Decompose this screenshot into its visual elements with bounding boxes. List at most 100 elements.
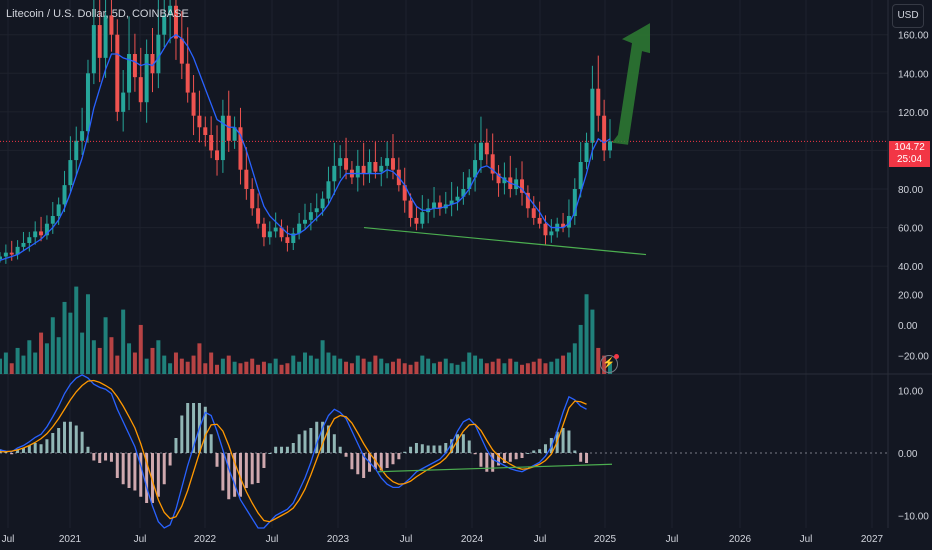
volume-bar <box>191 355 196 374</box>
candle-body <box>344 158 349 170</box>
candle-body <box>467 177 472 189</box>
histogram-bar <box>344 453 348 457</box>
histogram-bar <box>473 453 477 455</box>
histogram-bar <box>391 453 395 465</box>
histogram-bar <box>45 439 49 453</box>
volume-bar <box>373 355 378 374</box>
histogram-bar <box>121 453 125 485</box>
histogram-bar <box>397 453 401 460</box>
volume-axis-label: 0.00 <box>898 321 918 332</box>
volume-bar <box>437 361 442 374</box>
volume-bar <box>138 324 143 374</box>
candle-body <box>109 15 114 35</box>
volume-bar <box>33 352 38 374</box>
candle-body <box>185 63 190 93</box>
lightning-alert-icon[interactable]: ⚡ <box>600 354 619 373</box>
candle-body <box>520 179 525 193</box>
histogram-bar <box>256 453 260 483</box>
histogram-bar <box>497 453 501 466</box>
histogram-bar <box>579 453 583 462</box>
candle-body <box>238 127 243 170</box>
histogram-bar <box>326 425 330 453</box>
time-axis-label: 2022 <box>194 534 217 545</box>
histogram-bar <box>244 453 248 488</box>
moving-average-line <box>0 33 611 261</box>
price-axis-label: 120.00 <box>898 108 929 119</box>
candle-body <box>608 141 612 151</box>
candle-body <box>291 233 296 243</box>
candle-body <box>215 150 220 161</box>
candle-body <box>21 243 26 247</box>
volume-bar <box>308 355 313 374</box>
volume-bar <box>9 363 14 374</box>
histogram-bar <box>520 453 524 458</box>
histogram-bar <box>221 453 225 491</box>
histogram-bar <box>227 453 231 500</box>
histogram-bar <box>309 428 313 453</box>
volume-bar <box>250 358 255 374</box>
histogram-bar <box>321 421 325 453</box>
candle-body <box>355 165 360 178</box>
histogram-bar <box>127 453 131 488</box>
volume-bar <box>520 364 525 374</box>
histogram-bar <box>80 431 84 453</box>
histogram-bar <box>456 434 459 453</box>
oscillator-axis-label: −10.00 <box>898 512 929 523</box>
candle-body <box>121 92 126 112</box>
volume-pane[interactable] <box>0 286 612 374</box>
volume-bar <box>590 309 595 374</box>
candle-body <box>502 177 507 184</box>
symbol-title[interactable]: Litecoin / U.S. Dollar, 5D, COINBASE <box>6 8 189 20</box>
time-axis-label: Jul <box>2 534 15 545</box>
volume-bar <box>50 317 55 374</box>
volume-bar <box>402 363 407 374</box>
histogram-bar <box>268 453 272 454</box>
candle-body <box>115 34 120 112</box>
volume-bar <box>168 363 173 374</box>
histogram-bar <box>532 450 536 453</box>
volume-bar <box>572 343 577 374</box>
volume-bar <box>478 358 483 374</box>
volume-bar <box>215 364 220 374</box>
histogram-bar <box>156 453 160 497</box>
candle-body <box>338 158 343 166</box>
histogram-bar <box>356 453 360 475</box>
candle-body <box>33 231 38 238</box>
histogram-bar <box>479 453 483 467</box>
currency-button[interactable]: USD <box>892 4 924 28</box>
time-axis-label: Jul <box>266 534 279 545</box>
candle-body <box>191 92 196 116</box>
histogram-bar <box>573 450 577 453</box>
price-pane[interactable] <box>0 0 888 264</box>
volume-bar <box>514 361 519 374</box>
time-axis-label: 2026 <box>729 534 752 545</box>
histogram-bar <box>162 453 166 485</box>
histogram-bar <box>432 445 436 453</box>
histogram-bar <box>104 453 108 461</box>
candle-body <box>566 216 571 228</box>
candle-body <box>373 162 378 172</box>
support-trendline <box>363 226 647 256</box>
volume-bar <box>261 361 266 374</box>
candle-body <box>267 231 272 238</box>
bullish-arrow <box>612 23 650 145</box>
volume-bar <box>156 340 161 374</box>
candle-body <box>232 127 237 141</box>
candle-body <box>261 223 266 238</box>
histogram-bar <box>543 444 547 453</box>
volume-bar <box>144 358 149 374</box>
time-axis-label: 2024 <box>461 534 484 545</box>
volume-bar <box>132 352 137 374</box>
volume-bar <box>385 363 390 374</box>
volume-bar <box>291 355 296 374</box>
oscillator-pane[interactable] <box>0 374 888 529</box>
candle-body <box>39 231 44 236</box>
candle-body <box>461 189 466 197</box>
time-axis-label: 2027 <box>861 534 884 545</box>
volume-bar <box>127 343 132 374</box>
candle-body <box>273 227 278 232</box>
histogram-bar <box>526 453 530 454</box>
volume-bar <box>455 364 460 374</box>
volume-bar <box>467 352 472 374</box>
